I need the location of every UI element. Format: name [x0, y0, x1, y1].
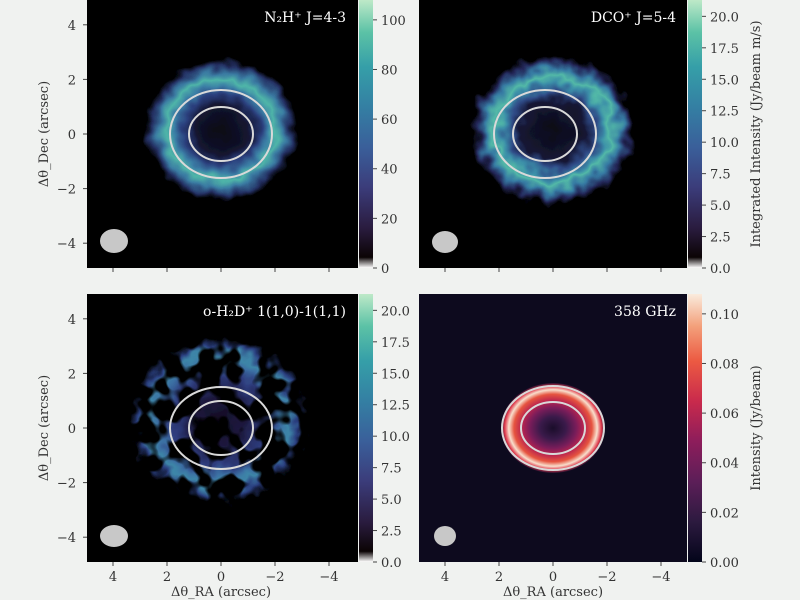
x-tick-label: 2 — [495, 570, 503, 585]
y-tick-label: −4 — [57, 237, 76, 252]
colorbar-tick-label: 0.0 — [381, 556, 402, 571]
colorbar-tick-label: 60 — [381, 113, 398, 128]
colorbar-tick-label: 2.5 — [381, 525, 402, 540]
colorbar-tick-label: 5.0 — [381, 493, 402, 508]
panel-dco-title: DCO⁺ J=5-4 — [591, 10, 676, 26]
y-tick-label: −2 — [57, 183, 76, 198]
panel-358ghz: 358 GHz — [419, 294, 687, 562]
n2h-colorbar — [359, 0, 373, 268]
cont-inner-ring-contour — [520, 401, 586, 455]
x-tick-label: −2 — [265, 570, 284, 585]
n2h-ring-emission — [145, 60, 297, 200]
x-tick-label: 0 — [217, 570, 225, 585]
y-tick-label: −2 — [57, 477, 76, 492]
x-axis-label-right: Δθ_RA (arcsec) — [503, 585, 603, 600]
colorbar-tick-label: 0 — [381, 262, 389, 277]
h2d-ring-emission — [131, 338, 307, 502]
dco-ring-emission — [471, 56, 635, 204]
dco-beam-ellipse — [432, 231, 458, 253]
colorbar-tick-label: 10.0 — [381, 430, 410, 445]
colorbar-tick-label: 5.0 — [710, 199, 731, 214]
cont-outer-ring-contour — [501, 385, 605, 471]
colorbar-tick-label: 15.0 — [381, 367, 410, 382]
x-tick-label: 4 — [109, 570, 117, 585]
colorbar-tick-label: 0.08 — [710, 357, 739, 372]
colorbar-tick-label: 80 — [381, 63, 398, 78]
panel-h2d-title: o-H₂D⁺ 1(1,0)-1(1,1) — [203, 304, 346, 320]
y-tick-label: 2 — [68, 367, 76, 382]
n2h-inner-ring-contour — [188, 106, 254, 162]
colorbar-tick-label: 15.0 — [710, 73, 739, 88]
x-tick-label: 2 — [163, 570, 171, 585]
x-axis-label-left: Δθ_RA (arcsec) — [171, 585, 271, 600]
x-tick-label: −4 — [319, 570, 338, 585]
n2h-outer-ring-contour — [169, 89, 273, 179]
y-tick-label: 4 — [68, 19, 76, 34]
colorbar-tick-label: 0.04 — [710, 457, 739, 472]
dco-colorbar — [688, 0, 702, 268]
panel-h2d: o-H₂D⁺ 1(1,0)-1(1,1) — [87, 294, 358, 562]
h2d-inner-ring-contour — [188, 400, 254, 456]
x-tick-label: −4 — [651, 570, 670, 585]
colorbar-tick-label: 0.06 — [710, 407, 739, 422]
h2d-beam-ellipse — [100, 525, 128, 547]
panel-n2h-emission — [145, 60, 297, 200]
colorbar-label-intensity: Intensity (Jy/beam) — [749, 365, 764, 491]
colorbar-tick-label: 7.5 — [710, 168, 731, 183]
colorbar-tick-label: 0.0 — [710, 262, 731, 277]
colorbar-tick-label: 17.5 — [381, 336, 410, 351]
colorbar-tick-label: 10.0 — [710, 136, 739, 151]
colorbar-tick-label: 2.5 — [710, 231, 731, 246]
h2d-colorbar — [359, 294, 373, 562]
colorbar-tick-label: 0.02 — [710, 506, 739, 521]
x-tick-label: 4 — [441, 570, 449, 585]
panel-dco: DCO⁺ J=5-4 — [419, 0, 687, 268]
cont-beam-ellipse — [434, 526, 456, 546]
y-tick-label: 2 — [68, 73, 76, 88]
panel-n2h-title: N₂H⁺ J=4-3 — [264, 10, 346, 26]
colorbar-tick-label: 7.5 — [381, 462, 402, 477]
colorbar-label-integrated: Integrated Intensity (Jy/beam m/s) — [749, 20, 764, 247]
y-axis-label-bottom: Δθ_Dec (arcsec) — [37, 375, 52, 481]
y-tick-label: 4 — [68, 313, 76, 328]
y-tick-label: −4 — [57, 531, 76, 546]
y-tick-label: 0 — [68, 128, 76, 143]
colorbar-tick-label: 20 — [381, 212, 398, 227]
colorbar-tick-label: 20.0 — [710, 10, 739, 25]
colorbar-tick-label: 40 — [381, 163, 398, 178]
cont-ring-emission — [501, 383, 605, 473]
cont-colorbar — [688, 294, 702, 562]
colorbar-tick-label: 0.00 — [710, 556, 739, 571]
colorbar-tick-label: 20.0 — [381, 304, 410, 319]
colorbar-tick-label: 0.10 — [710, 308, 739, 323]
panel-n2h: N₂H⁺ J=4-3 — [87, 0, 358, 268]
y-tick-label: 0 — [68, 422, 76, 437]
dco-outer-ring-contour — [493, 89, 597, 179]
panel-358ghz-title: 358 GHz — [614, 304, 676, 320]
x-tick-label: −2 — [597, 570, 616, 585]
n2h-beam-ellipse — [100, 229, 128, 253]
colorbar-tick-label: 12.5 — [710, 105, 739, 120]
colorbar-tick-label: 17.5 — [710, 42, 739, 57]
colorbar-tick-label: 100 — [381, 14, 406, 29]
dco-inner-ring-contour — [512, 106, 578, 162]
x-tick-label: 0 — [549, 570, 557, 585]
colorbar-tick-label: 12.5 — [381, 399, 410, 414]
y-axis-label-top: Δθ_Dec (arcsec) — [37, 81, 52, 187]
h2d-outer-ring-contour — [169, 386, 273, 470]
